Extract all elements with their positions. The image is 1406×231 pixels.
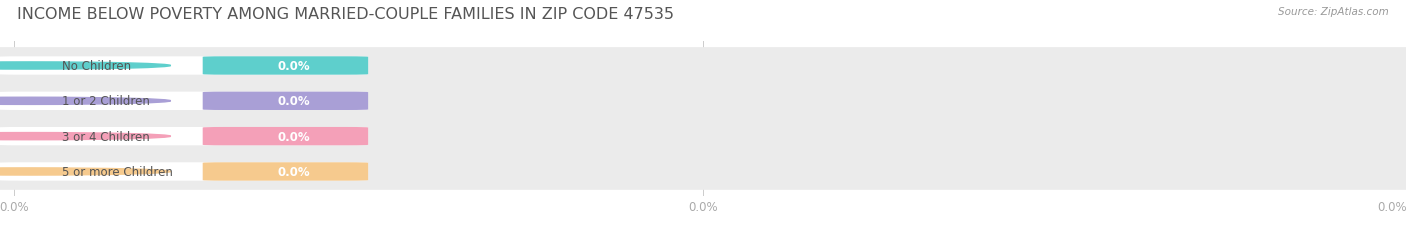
Text: 0.0%: 0.0% <box>278 130 311 143</box>
Text: 1 or 2 Children: 1 or 2 Children <box>62 95 150 108</box>
FancyBboxPatch shape <box>0 57 368 75</box>
FancyBboxPatch shape <box>0 83 1406 120</box>
FancyBboxPatch shape <box>202 128 368 146</box>
Text: 3 or 4 Children: 3 or 4 Children <box>62 130 150 143</box>
FancyBboxPatch shape <box>0 118 1406 155</box>
Circle shape <box>0 168 170 175</box>
Circle shape <box>0 98 170 105</box>
Text: 0.0%: 0.0% <box>278 95 311 108</box>
Text: Source: ZipAtlas.com: Source: ZipAtlas.com <box>1278 7 1389 17</box>
FancyBboxPatch shape <box>0 48 1406 85</box>
FancyBboxPatch shape <box>0 153 1406 190</box>
Text: No Children: No Children <box>62 60 131 73</box>
Circle shape <box>0 133 170 140</box>
Text: INCOME BELOW POVERTY AMONG MARRIED-COUPLE FAMILIES IN ZIP CODE 47535: INCOME BELOW POVERTY AMONG MARRIED-COUPL… <box>17 7 673 22</box>
FancyBboxPatch shape <box>202 163 368 181</box>
FancyBboxPatch shape <box>202 57 368 75</box>
Text: 0.0%: 0.0% <box>278 60 311 73</box>
Text: 0.0%: 0.0% <box>278 165 311 178</box>
Circle shape <box>0 63 170 70</box>
FancyBboxPatch shape <box>0 163 368 181</box>
FancyBboxPatch shape <box>202 92 368 110</box>
FancyBboxPatch shape <box>0 128 368 146</box>
FancyBboxPatch shape <box>0 92 368 110</box>
Text: 5 or more Children: 5 or more Children <box>62 165 173 178</box>
